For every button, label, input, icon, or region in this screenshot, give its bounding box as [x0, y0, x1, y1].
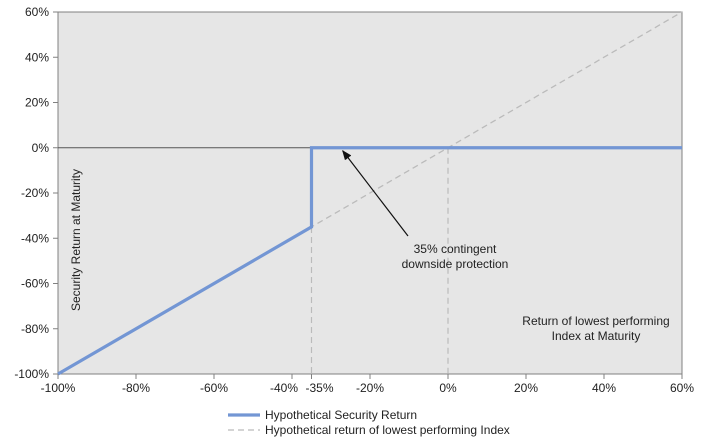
annotation-text-line: downside protection: [402, 257, 509, 271]
x-tick-label: -20%: [356, 381, 384, 395]
legend-label: Hypothetical return of lowest performing…: [265, 423, 510, 437]
y-tick-label: -40%: [21, 231, 49, 245]
x-tick-label: 20%: [514, 381, 538, 395]
x-tick-label: -100%: [41, 381, 76, 395]
y-tick-label: -20%: [21, 186, 49, 200]
x-tick-label: -80%: [122, 381, 150, 395]
x-axis-label-line-2: Index at Maturity: [552, 329, 641, 343]
y-tick-label: 0%: [32, 141, 50, 155]
y-tick-label: 40%: [25, 50, 49, 64]
legend-label: Hypothetical Security Return: [265, 408, 417, 422]
y-tick-label: 20%: [25, 96, 49, 110]
annotation-arrow: [342, 149, 409, 237]
x-tick-label: 60%: [670, 381, 694, 395]
x-tick-label: 0%: [439, 381, 457, 395]
legend: Hypothetical Security ReturnHypothetical…: [228, 408, 510, 437]
y-tick-label: -80%: [21, 322, 49, 336]
x-axis-label-line-1: Return of lowest performing: [522, 314, 669, 328]
annotation-text-line: 35% contingent: [414, 242, 497, 256]
x-tick-label: -60%: [200, 381, 228, 395]
x-tick-label: -40%: [270, 381, 298, 395]
y-tick-label: -60%: [21, 277, 49, 291]
y-axis-label: Security Return at Maturity: [69, 169, 83, 311]
y-tick-label: -100%: [14, 367, 49, 381]
y-tick-label: 60%: [25, 5, 49, 19]
x-tick-label: 40%: [592, 381, 616, 395]
x-tick-label: -35%: [306, 381, 334, 395]
security-return-line: [57, 146, 682, 376]
